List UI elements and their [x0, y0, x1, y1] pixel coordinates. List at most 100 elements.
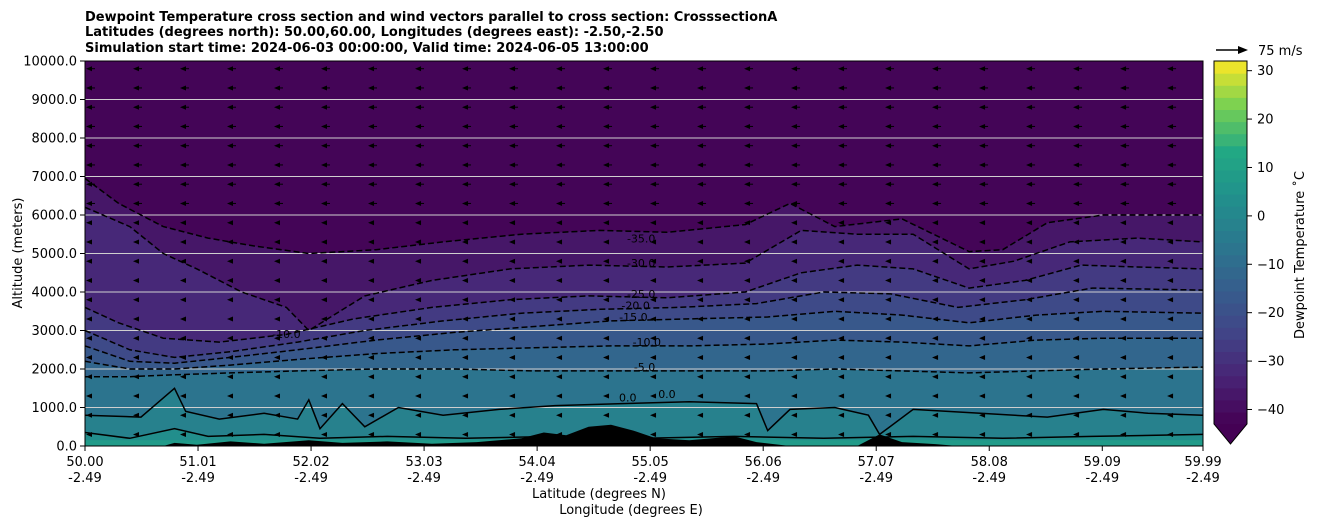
- wind-vector-head: [180, 335, 187, 341]
- wind-vector-head: [556, 220, 563, 226]
- wind-vector-head: [415, 258, 422, 264]
- x-tick-label-lon: -2.49: [520, 471, 554, 486]
- wind-vector-head: [838, 162, 845, 168]
- wind-vector-head: [415, 431, 422, 437]
- wind-vector-head: [885, 354, 892, 360]
- wind-vector-head: [509, 143, 516, 149]
- x-tick-label-lat: 53.03: [405, 455, 442, 470]
- contour-label: -10.0: [272, 328, 300, 341]
- wind-vector-head: [462, 220, 469, 226]
- wind-vector-head: [321, 66, 328, 72]
- wind-vector-head: [415, 123, 422, 129]
- wind-vector-head: [885, 239, 892, 245]
- wind-vector-head: [368, 104, 375, 110]
- wind-vector-head: [462, 181, 469, 187]
- wind-vector-head: [274, 258, 281, 264]
- wind-vector-head: [932, 181, 939, 187]
- wind-vector-head: [462, 239, 469, 245]
- wind-vector-head: [180, 354, 187, 360]
- wind-vector-head: [650, 239, 657, 245]
- wind-vector-head: [180, 66, 187, 72]
- wind-vector-head: [1214, 432, 1220, 437]
- wind-vector-head: [133, 374, 140, 380]
- wind-vector-head: [697, 162, 704, 168]
- wind-vector-head: [86, 239, 92, 245]
- wind-vector-head: [650, 123, 657, 129]
- wind-vector-head: [274, 181, 281, 187]
- contour-label: -20.0: [621, 299, 649, 312]
- wind-vector-head: [791, 258, 798, 264]
- wind-vector-head: [274, 277, 281, 283]
- wind-vector-head: [744, 277, 751, 283]
- colorbar-tick-label: −30: [1257, 355, 1284, 370]
- x-tick-label-lat: 50.00: [66, 455, 103, 470]
- wind-vector-head: [650, 85, 657, 91]
- wind-vector-head: [274, 220, 281, 226]
- wind-vector-head: [932, 297, 939, 303]
- wind-vector-head: [838, 104, 845, 110]
- wind-vector-head: [744, 393, 751, 399]
- wind-vector-head: [744, 162, 751, 168]
- colorbar-segment: [1214, 399, 1247, 413]
- wind-vector-head: [744, 374, 751, 380]
- wind-vector-head: [180, 412, 187, 418]
- wind-vector-head: [509, 297, 516, 303]
- grid-lines: [85, 99, 1203, 408]
- wind-vector-head: [509, 335, 516, 341]
- x-tick-label-lat: 55.05: [632, 455, 669, 470]
- wind-vector-head: [133, 181, 140, 187]
- wind-vector-head: [1073, 104, 1080, 110]
- wind-vector-head: [885, 85, 892, 91]
- wind-vector-head: [180, 181, 187, 187]
- wind-vector-head: [86, 66, 92, 72]
- wind-vector-head: [838, 412, 845, 418]
- wind-vector-head: [368, 354, 375, 360]
- wind-vector-head: [1167, 200, 1174, 206]
- wind-vector-head: [509, 181, 516, 187]
- wind-vector-head: [1120, 104, 1127, 110]
- wind-vector-head: [556, 162, 563, 168]
- wind-vector-head: [697, 393, 704, 399]
- wind-vector-head: [791, 143, 798, 149]
- wind-vector-head: [603, 297, 610, 303]
- wind-vector-head: [274, 393, 281, 399]
- wind-vector-head: [86, 412, 92, 418]
- wind-vector-head: [697, 104, 704, 110]
- wind-vector-head: [1167, 85, 1174, 91]
- wind-vector-head: [274, 66, 281, 72]
- wind-vector-head: [603, 277, 610, 283]
- wind-vector-head: [415, 143, 422, 149]
- wind-vector-head: [180, 431, 187, 437]
- wind-vector-head: [1167, 258, 1174, 264]
- wind-vector-head: [1026, 181, 1033, 187]
- wind-vector-head: [838, 335, 845, 341]
- wind-vector-head: [979, 66, 986, 72]
- colorbar-segment: [1214, 278, 1247, 292]
- colorbar-segment: [1214, 351, 1247, 365]
- y-tick-label: 2000.0: [32, 363, 78, 378]
- wind-vector-head: [838, 277, 845, 283]
- wind-vector-head: [932, 220, 939, 226]
- wind-vector-head: [1167, 220, 1174, 226]
- wind-vector-head: [979, 354, 986, 360]
- x-tick-label-lat: 59.99: [1184, 455, 1221, 470]
- wind-vector-head: [415, 220, 422, 226]
- y-axis-ticks: 0.0 1000.0 2000.0 3000.0 4000.0 5000.0 6000.0 7…: [23, 55, 85, 455]
- y-tick-label: 9000.0: [32, 93, 78, 108]
- wind-vector-head: [274, 162, 281, 168]
- wind-vector-head: [744, 354, 751, 360]
- wind-vector-head: [838, 393, 845, 399]
- wind-vector-head: [932, 123, 939, 129]
- wind-vector-head: [650, 354, 657, 360]
- colorbar-tick-label: −20: [1257, 306, 1284, 321]
- wind-vector-head: [274, 104, 281, 110]
- wind-vector-head: [885, 412, 892, 418]
- wind-vector-head: [932, 104, 939, 110]
- wind-vector-head: [744, 123, 751, 129]
- wind-vector-head: [650, 393, 657, 399]
- wind-vector-head: [838, 297, 845, 303]
- wind-vector-head: [744, 85, 751, 91]
- wind-vector-head: [274, 431, 281, 437]
- y-tick-label: 7000.0: [32, 170, 78, 185]
- wind-vector-head: [509, 277, 516, 283]
